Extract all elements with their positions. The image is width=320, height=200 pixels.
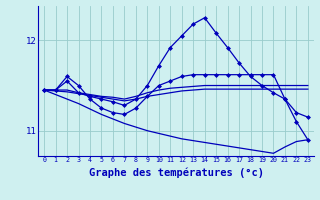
X-axis label: Graphe des températures (°c): Graphe des températures (°c) xyxy=(89,168,263,178)
